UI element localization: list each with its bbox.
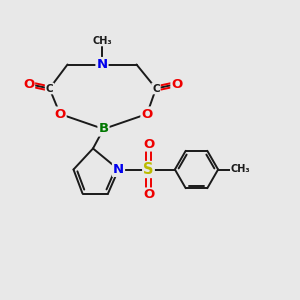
Text: O: O xyxy=(143,188,154,202)
Text: C: C xyxy=(152,83,160,94)
Text: CH₃: CH₃ xyxy=(92,35,112,46)
Text: B: B xyxy=(98,122,109,136)
Text: CH₃: CH₃ xyxy=(231,164,250,175)
Text: O: O xyxy=(141,107,153,121)
Text: S: S xyxy=(143,162,154,177)
Text: O: O xyxy=(171,77,183,91)
Text: O: O xyxy=(143,137,154,151)
Text: N: N xyxy=(96,58,108,71)
Text: O: O xyxy=(54,107,66,121)
Text: C: C xyxy=(46,83,53,94)
Text: O: O xyxy=(23,77,34,91)
Text: N: N xyxy=(113,163,124,176)
